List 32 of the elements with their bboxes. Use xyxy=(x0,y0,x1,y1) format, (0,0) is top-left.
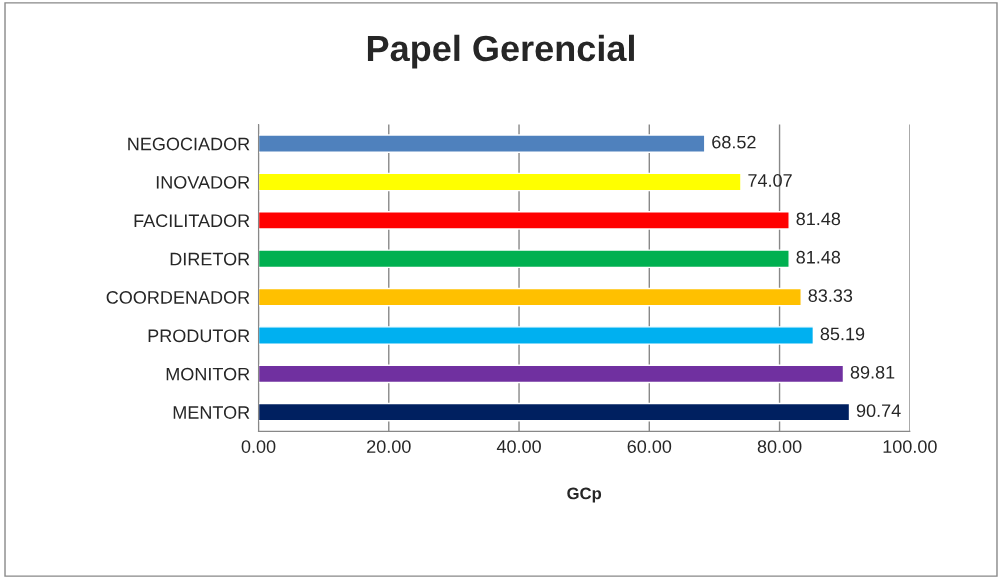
bar xyxy=(258,364,845,384)
data-label: 68.52 xyxy=(712,135,756,149)
bar xyxy=(258,172,742,192)
y-tick-label: PRODUTOR xyxy=(148,329,250,343)
bar xyxy=(258,287,802,307)
bar xyxy=(258,402,851,422)
bar xyxy=(258,211,790,230)
y-tick-label: COORDENADOR xyxy=(106,291,250,304)
y-tick-label: MENTOR xyxy=(173,406,250,419)
data-label: 85.19 xyxy=(820,327,865,341)
x-axis-title: GCp xyxy=(567,487,602,503)
x-tick-label: 0.00 xyxy=(241,440,276,453)
x-tick-label: 100.00 xyxy=(883,440,937,453)
y-tick-label: MONITOR xyxy=(166,367,250,381)
y-tick-label: FACILITADOR xyxy=(134,214,250,228)
bar xyxy=(258,326,815,345)
bar xyxy=(258,134,706,153)
chart-title: Papel Gerencial xyxy=(367,34,634,69)
x-tick-label: 80.00 xyxy=(757,440,802,453)
y-tick-label: NEGOCIADOR xyxy=(128,137,250,151)
x-tick-label: 20.00 xyxy=(367,440,411,453)
data-label: 81.48 xyxy=(796,212,841,226)
x-tick-label: 40.00 xyxy=(496,440,541,453)
bar xyxy=(258,249,790,269)
data-label: 83.33 xyxy=(808,289,853,302)
y-tick-label: INOVADOR xyxy=(156,175,250,189)
x-tick-label: 60.00 xyxy=(627,440,672,453)
data-label: 90.74 xyxy=(856,404,901,418)
data-label: 74.07 xyxy=(748,174,792,187)
y-tick-label: DIRETOR xyxy=(170,252,250,266)
data-label: 89.81 xyxy=(850,365,895,379)
data-label: 81.48 xyxy=(796,250,841,264)
